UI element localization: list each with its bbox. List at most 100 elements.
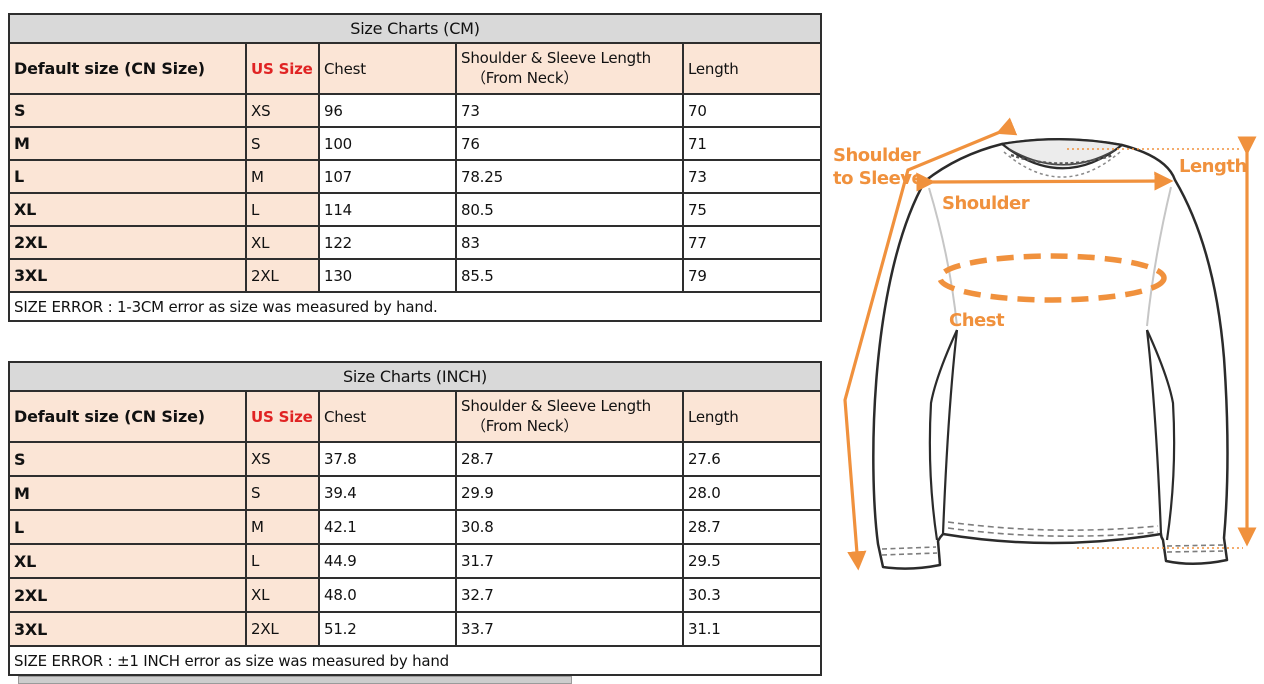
cell: 83	[455, 225, 684, 260]
cell: 3XL	[8, 258, 247, 293]
table-row: XL L 44.9 31.7 29.5	[8, 543, 823, 579]
cell: 33.7	[455, 611, 684, 647]
cell: 28.7	[455, 441, 684, 477]
cell: 77	[681, 225, 823, 260]
cell: 2XL	[8, 225, 247, 260]
cutoff-element	[18, 676, 572, 684]
cell: XL	[245, 225, 320, 260]
cell: M	[8, 475, 247, 511]
cell: 130	[318, 258, 457, 293]
col-header-default-size: Default size (CN Size)	[8, 390, 247, 443]
cell: 79	[681, 258, 823, 293]
chest-ellipse	[937, 253, 1167, 303]
cell: L	[8, 159, 247, 194]
cell: 85.5	[455, 258, 684, 293]
cell: 31.1	[681, 611, 823, 647]
col-header-shoulder-sleeve-line1: Shoulder & Sleeve Length	[461, 397, 651, 415]
cell: 29.5	[681, 543, 823, 579]
cell: 114	[318, 192, 457, 227]
cell: 42.1	[318, 509, 457, 545]
table-row: SIZE ERROR : 1-3CM error as size was mea…	[7, 291, 823, 322]
cell: L	[245, 543, 320, 579]
cell: 30.3	[681, 577, 823, 613]
cell: 122	[318, 225, 457, 260]
size-chart-cm-table: Size Charts (CM) Default size (CN Size) …	[7, 13, 823, 322]
col-header-us-size: US Size	[245, 390, 320, 443]
cell: 100	[318, 126, 457, 161]
table-row: Size Charts (INCH)	[7, 361, 823, 392]
shirt-measurement-diagram: Shoulder to Sleeve Shoulder Length Chest	[833, 117, 1257, 571]
cell: 28.7	[681, 509, 823, 545]
cell: 2XL	[245, 611, 320, 647]
cell: 48.0	[318, 577, 457, 613]
table-row: L M 107 78.25 73	[8, 159, 823, 194]
cell: M	[245, 159, 320, 194]
cell: 75	[681, 192, 823, 227]
chest-label: Chest	[949, 310, 1005, 331]
table-row: M S 100 76 71	[8, 126, 823, 161]
col-header-default-size: Default size (CN Size)	[8, 42, 247, 95]
table-title-inch: Size Charts (INCH)	[7, 361, 823, 392]
cell: 31.7	[455, 543, 684, 579]
cell: 107	[318, 159, 457, 194]
cell: 39.4	[318, 475, 457, 511]
cell: L	[8, 509, 247, 545]
shoulder-seam-right	[1146, 186, 1172, 327]
cell: 2XL	[8, 577, 247, 613]
cell: 80.5	[455, 192, 684, 227]
cell: M	[8, 126, 247, 161]
cell: 51.2	[318, 611, 457, 647]
cell: XL	[8, 543, 247, 579]
cell: 73	[455, 93, 684, 128]
table-row: S XS 37.8 28.7 27.6	[8, 441, 823, 477]
length-label: Length	[1179, 156, 1247, 177]
col-header-shoulder-sleeve-line2: （From Neck）	[471, 69, 579, 87]
col-header-chest: Chest	[318, 390, 457, 443]
cell: 27.6	[681, 441, 823, 477]
cell: 32.7	[455, 577, 684, 613]
table-row: 2XL XL 122 83 77	[8, 225, 823, 260]
shoulder-to-sleeve-label-line2: to Sleeve	[833, 168, 924, 189]
col-header-shoulder-sleeve-line2: （From Neck）	[471, 417, 579, 435]
cell: XL	[245, 577, 320, 613]
table-row: M S 39.4 29.9 28.0	[8, 475, 823, 511]
cuff-stitching-right	[1166, 544, 1226, 553]
cell: XS	[245, 441, 320, 477]
cell: 44.9	[318, 543, 457, 579]
cell: S	[8, 93, 247, 128]
table-row: Default size (CN Size) US Size Chest Sho…	[8, 42, 823, 95]
size-chart-inch-table: Size Charts (INCH) Default size (CN Size…	[7, 361, 823, 676]
cell: S	[245, 475, 320, 511]
table-row: XL L 114 80.5 75	[8, 192, 823, 227]
col-header-us-size: US Size	[245, 42, 320, 95]
cell: 2XL	[245, 258, 320, 293]
cell: L	[245, 192, 320, 227]
table-row: 3XL 2XL 51.2 33.7 31.1	[8, 611, 823, 647]
table-title-cm: Size Charts (CM)	[7, 13, 823, 44]
shoulder-to-sleeve-arrow	[843, 117, 1018, 571]
cell: 30.8	[455, 509, 684, 545]
table-row: L M 42.1 30.8 28.7	[8, 509, 823, 545]
collar	[1000, 138, 1124, 170]
cell: 96	[318, 93, 457, 128]
body-side-right	[1145, 329, 1163, 535]
table-row: SIZE ERROR : ±1 INCH error as size was m…	[7, 645, 823, 676]
cell: XL	[8, 192, 247, 227]
cell: 76	[455, 126, 684, 161]
cell: 37.8	[318, 441, 457, 477]
cell: 71	[681, 126, 823, 161]
cell: 78.25	[455, 159, 684, 194]
shoulder-label: Shoulder	[942, 193, 1030, 214]
col-header-length: Length	[681, 390, 823, 443]
col-header-chest: Chest	[318, 42, 457, 95]
cell: 73	[681, 159, 823, 194]
cell: 3XL	[8, 611, 247, 647]
table-row: 3XL 2XL 130 85.5 79	[8, 258, 823, 293]
col-header-shoulder-sleeve-line1: Shoulder & Sleeve Length	[461, 49, 651, 67]
table-row: 2XL XL 48.0 32.7 30.3	[8, 577, 823, 613]
sleeve-inner-edge-right	[1145, 329, 1176, 541]
table-row: Default size (CN Size) US Size Chest Sho…	[8, 390, 823, 443]
cell: S	[245, 126, 320, 161]
shirt-outline	[872, 138, 1229, 570]
cell: 70	[681, 93, 823, 128]
